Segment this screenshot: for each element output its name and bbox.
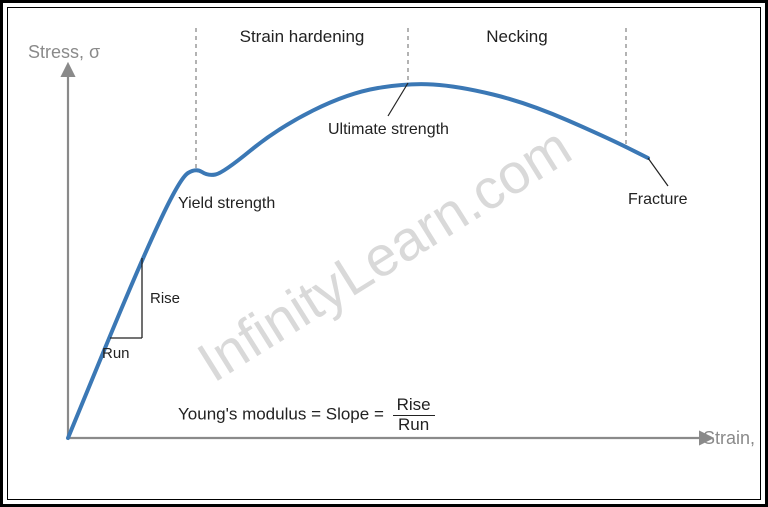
label-strain-hardening: Strain hardening [240,27,365,46]
x-axis-label: Strain, ε [703,428,760,448]
inner-frame: InfinityLearn.com Stress, σ Strain, [7,7,761,500]
outer-frame: InfinityLearn.com Stress, σ Strain, [0,0,768,507]
label-necking: Necking [486,27,547,46]
eq-numerator: Rise [393,396,435,416]
label-ultimate-strength: Ultimate strength [328,121,449,138]
eq-lhs: Young's modulus [178,405,306,424]
label-rise: Rise [150,290,180,307]
youngs-modulus-equation: Young's modulus = Slope = Rise Run [178,396,435,434]
label-run: Run [102,345,130,362]
eq-mid: Slope [326,405,369,424]
label-yield-strength: Yield strength [178,195,275,212]
leader-fracture [648,158,668,186]
eq-sign-1: = [311,405,321,424]
y-axis-label: Stress, σ [28,42,100,62]
dashed-region-lines [196,28,626,168]
eq-denominator: Run [393,416,435,435]
eq-fraction: Rise Run [393,396,435,434]
label-fracture: Fracture [628,191,688,208]
eq-sign-2: = [374,405,384,424]
